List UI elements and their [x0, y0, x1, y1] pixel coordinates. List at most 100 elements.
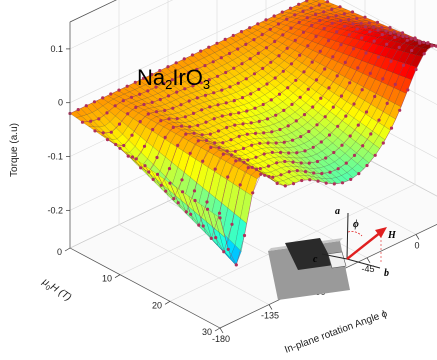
- data-point: [278, 150, 283, 155]
- data-point: [343, 24, 347, 28]
- data-point: [422, 40, 426, 44]
- data-point: [303, 149, 307, 153]
- data-point: [381, 141, 385, 145]
- data-point: [348, 134, 352, 138]
- data-point: [384, 29, 388, 33]
- data-point: [143, 164, 147, 168]
- data-point: [306, 87, 310, 91]
- data-point: [172, 197, 176, 201]
- z-axis-label: Torque (a.u): [9, 123, 20, 177]
- data-point: [166, 65, 170, 69]
- data-point: [232, 66, 236, 70]
- data-point: [76, 108, 80, 112]
- data-point: [326, 16, 330, 20]
- data-point: [201, 159, 205, 163]
- data-point: [310, 23, 314, 27]
- data-point: [340, 143, 344, 147]
- data-point: [372, 25, 376, 29]
- data-point: [307, 129, 311, 134]
- data-point: [150, 100, 154, 104]
- data-point: [277, 54, 281, 58]
- data-point: [93, 129, 97, 133]
- data-point: [332, 182, 336, 186]
- data-point: [126, 154, 130, 158]
- data-point: [315, 159, 320, 164]
- data-point: [334, 14, 338, 18]
- data-point: [180, 178, 184, 182]
- data-point: [224, 101, 228, 105]
- data-point: [271, 175, 275, 179]
- data-point: [240, 96, 245, 100]
- data-point: [299, 135, 303, 139]
- data-point: [237, 111, 241, 115]
- data-point: [227, 51, 232, 56]
- data-point: [293, 38, 297, 42]
- data-point: [222, 250, 226, 254]
- data-point: [300, 178, 304, 183]
- data-point: [282, 108, 286, 112]
- data-point: [335, 74, 339, 78]
- data-point: [189, 212, 193, 216]
- data-point: [216, 129, 221, 133]
- data-point: [389, 59, 393, 63]
- data-point: [322, 26, 326, 31]
- data-point: [184, 210, 188, 214]
- data-point: [332, 150, 336, 155]
- data-point: [315, 123, 319, 127]
- data-point: [360, 36, 364, 40]
- data-point: [212, 117, 216, 121]
- data-point: [256, 22, 260, 26]
- data-point: [375, 20, 380, 24]
- data-point: [286, 124, 290, 128]
- inset-stage: [285, 238, 334, 270]
- data-point: [361, 144, 365, 148]
- data-point: [348, 81, 352, 85]
- data-point: [146, 112, 150, 116]
- data-point: [351, 47, 356, 51]
- data-point: [317, 3, 321, 7]
- angle-axis-label: In-plane rotation Angle ϕ: [283, 308, 389, 356]
- data-point: [311, 145, 315, 149]
- data-point: [422, 52, 426, 56]
- data-point: [200, 133, 204, 137]
- data-point: [213, 141, 217, 145]
- data-point: [248, 26, 252, 30]
- data-point: [163, 108, 167, 113]
- field-tick-mark: [64, 247, 71, 252]
- data-point: [191, 84, 195, 88]
- data-point: [335, 30, 339, 34]
- data-point: [97, 117, 101, 121]
- data-point: [151, 127, 155, 132]
- data-point: [234, 263, 238, 267]
- data-point: [224, 70, 228, 75]
- data-point: [330, 7, 334, 11]
- data-point: [414, 67, 418, 72]
- data-point: [203, 64, 207, 68]
- data-point: [226, 247, 230, 251]
- data-point: [309, 6, 313, 10]
- data-point: [158, 69, 162, 73]
- data-point: [389, 126, 394, 130]
- data-point: [176, 143, 180, 147]
- data-point: [220, 88, 224, 92]
- data-point: [291, 160, 295, 164]
- data-point: [109, 92, 113, 96]
- data-point: [376, 55, 381, 59]
- data-point: [197, 223, 201, 227]
- data-point: [192, 131, 196, 135]
- data-point: [347, 17, 351, 22]
- data-point: [167, 167, 172, 171]
- data-point: [142, 102, 146, 107]
- data-point: [279, 173, 283, 177]
- data-point: [196, 123, 200, 127]
- data-point: [352, 102, 356, 106]
- data-point: [409, 36, 413, 41]
- inset-label-H: H: [387, 230, 397, 241]
- torque-surface: [69, 0, 437, 266]
- data-point: [323, 67, 327, 71]
- data-point: [306, 44, 310, 48]
- data-point: [163, 135, 167, 139]
- data-point: [368, 71, 372, 75]
- data-point: [233, 149, 237, 153]
- data-point: [261, 102, 265, 107]
